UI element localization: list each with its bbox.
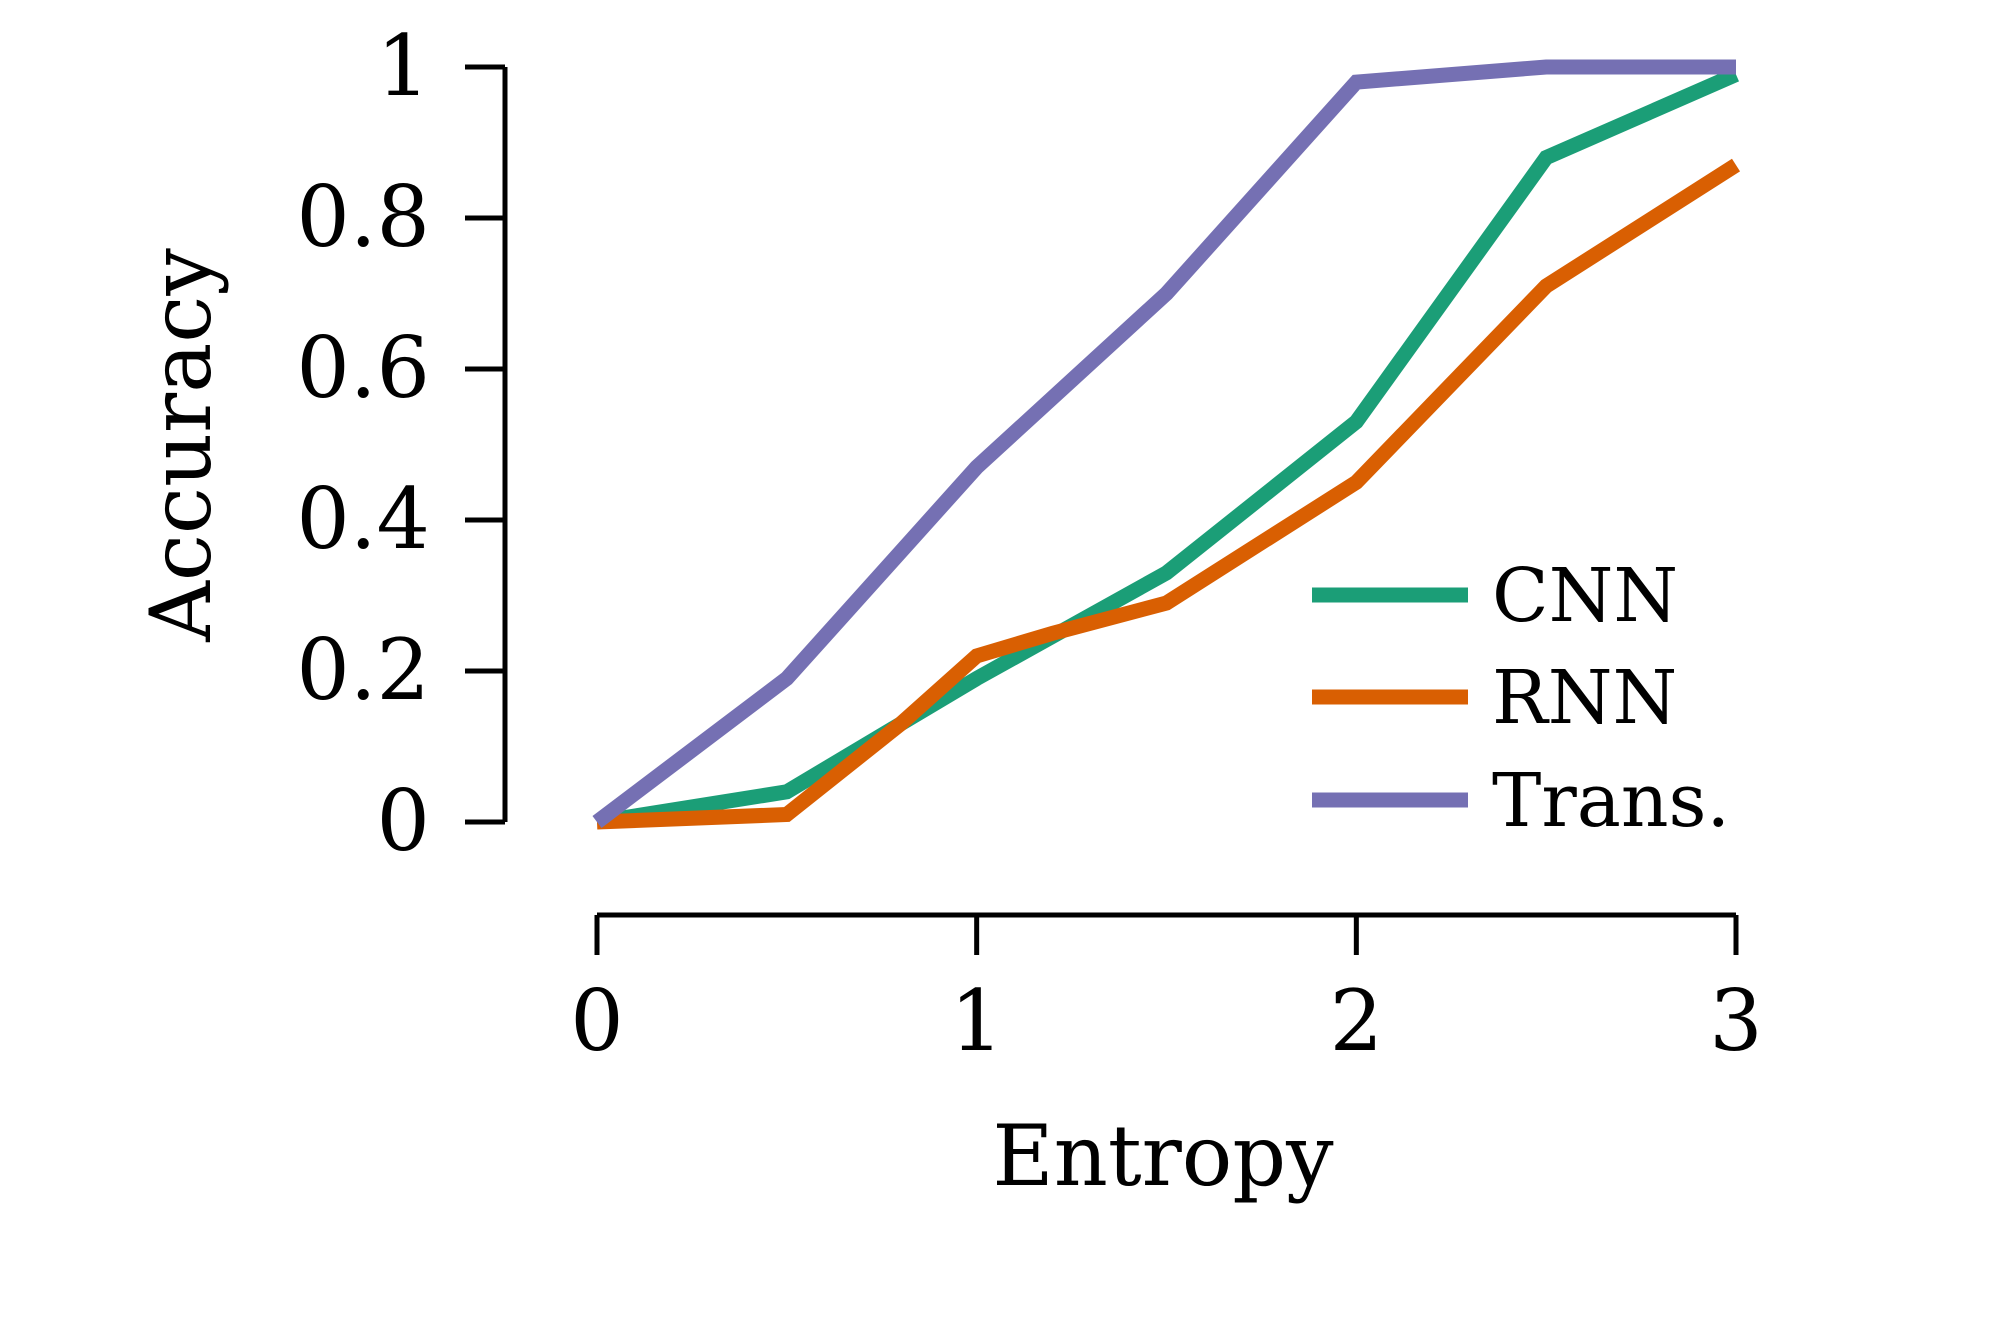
y-tick-label: 1 <box>377 17 430 115</box>
legend-label-rnn: RNN <box>1492 655 1677 741</box>
series-line-cnn <box>595 67 1740 830</box>
x-axis-label: Entropy <box>992 1107 1334 1205</box>
x-axis: 0 1 2 3 <box>570 912 1763 1070</box>
series-line-rnn <box>596 158 1741 830</box>
y-tick-label: 0.8 <box>296 168 430 266</box>
legend-label-trans: Trans. <box>1492 758 1730 844</box>
series-layer <box>592 59 1741 830</box>
x-tick-label: 3 <box>1709 972 1762 1070</box>
series-line-trans <box>592 59 1736 828</box>
x-tick-label: 2 <box>1330 972 1383 1070</box>
y-axis: 0 0.2 0.4 0.6 0.8 1 <box>296 17 508 870</box>
y-tick-label: 0.2 <box>296 621 430 719</box>
legend: CNN RNN Trans. <box>1312 553 1730 844</box>
y-tick-label: 0.6 <box>296 319 430 417</box>
legend-label-cnn: CNN <box>1492 553 1678 639</box>
x-tick-label: 1 <box>950 972 1003 1070</box>
x-tick-label: 0 <box>570 972 623 1070</box>
y-tick-label: 0.4 <box>296 470 430 568</box>
y-tick-label: 0 <box>377 772 430 870</box>
y-axis-label: Accuracy <box>132 248 230 643</box>
